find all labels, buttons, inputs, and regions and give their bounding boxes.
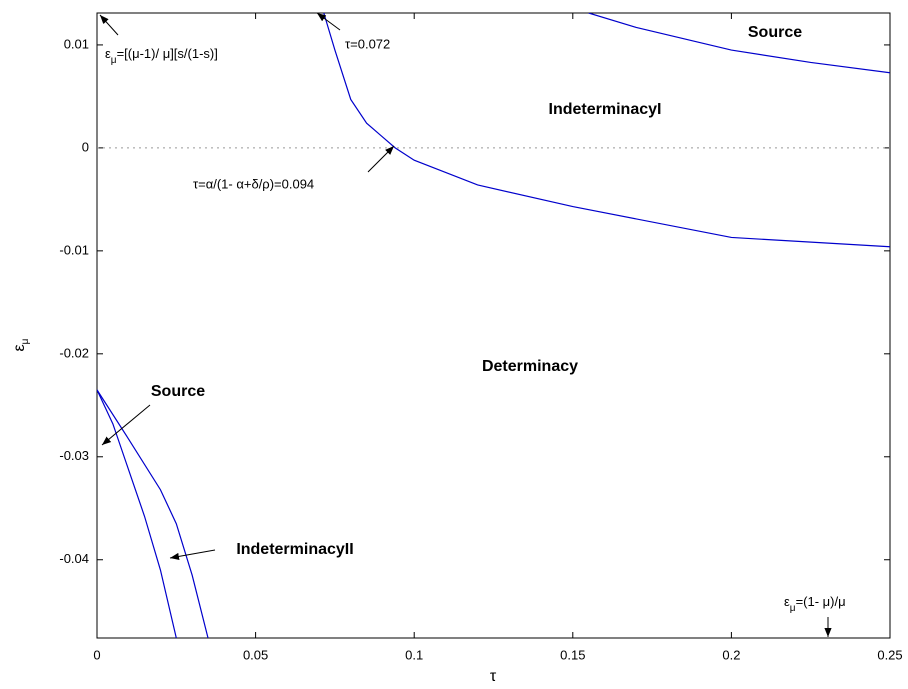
y-axis-symbol: ε <box>11 344 28 351</box>
x-tick-label: 0 <box>93 647 100 662</box>
x-tick-label: 0.25 <box>877 647 902 662</box>
curve <box>588 13 890 74</box>
x-tick-label: 0.15 <box>560 647 585 662</box>
annotation-subscript: μ <box>790 603 796 614</box>
annotation-subscript: μ <box>111 55 117 66</box>
x-axis-label: τ <box>490 668 497 685</box>
annotation: Source <box>748 24 802 41</box>
annotation-arrow <box>101 404 151 446</box>
annotation: εμ=(1- μ)/μ <box>784 594 846 613</box>
annotation: Source <box>151 383 205 400</box>
x-tick-label: 0.1 <box>405 647 423 662</box>
annotation-text: =(1- μ)/μ <box>796 594 846 609</box>
annotation: εμ=[(μ-1)/ μ][s/(1-s)] <box>105 46 218 65</box>
annotation: Determinacy <box>482 358 578 375</box>
y-axis-subscript: μ <box>20 338 31 344</box>
y-tick-label: -0.02 <box>59 345 89 360</box>
annotation-arrow <box>316 12 341 31</box>
y-tick-label: 0.01 <box>64 36 89 51</box>
x-tick-label: 0.2 <box>722 647 740 662</box>
curve <box>323 13 890 248</box>
annotation-symbol: ε <box>105 46 111 61</box>
annotation-arrow <box>99 14 119 36</box>
annotation-symbol: ε <box>784 594 790 609</box>
curve <box>97 389 177 638</box>
annotation: τ=α/(1- α+δ/ρ)=0.094 <box>193 176 314 191</box>
plot-frame <box>96 12 891 639</box>
y-tick-label: -0.03 <box>59 448 89 463</box>
annotation-arrow <box>367 145 395 173</box>
x-tick-label: 0.05 <box>243 647 268 662</box>
y-axis-label: εμ <box>11 338 30 351</box>
annotation: IndeterminacyI <box>549 101 662 118</box>
annotation: τ=0.072 <box>345 36 390 51</box>
annotation-arrow <box>169 549 216 560</box>
annotation: IndeterminacyII <box>236 541 353 558</box>
y-tick-label: -0.01 <box>59 242 89 257</box>
y-tick-label: 0 <box>82 139 89 154</box>
curve <box>97 389 209 638</box>
y-tick-label: -0.04 <box>59 551 89 566</box>
annotation-text: =[(μ-1)/ μ][s/(1-s)] <box>117 46 218 61</box>
